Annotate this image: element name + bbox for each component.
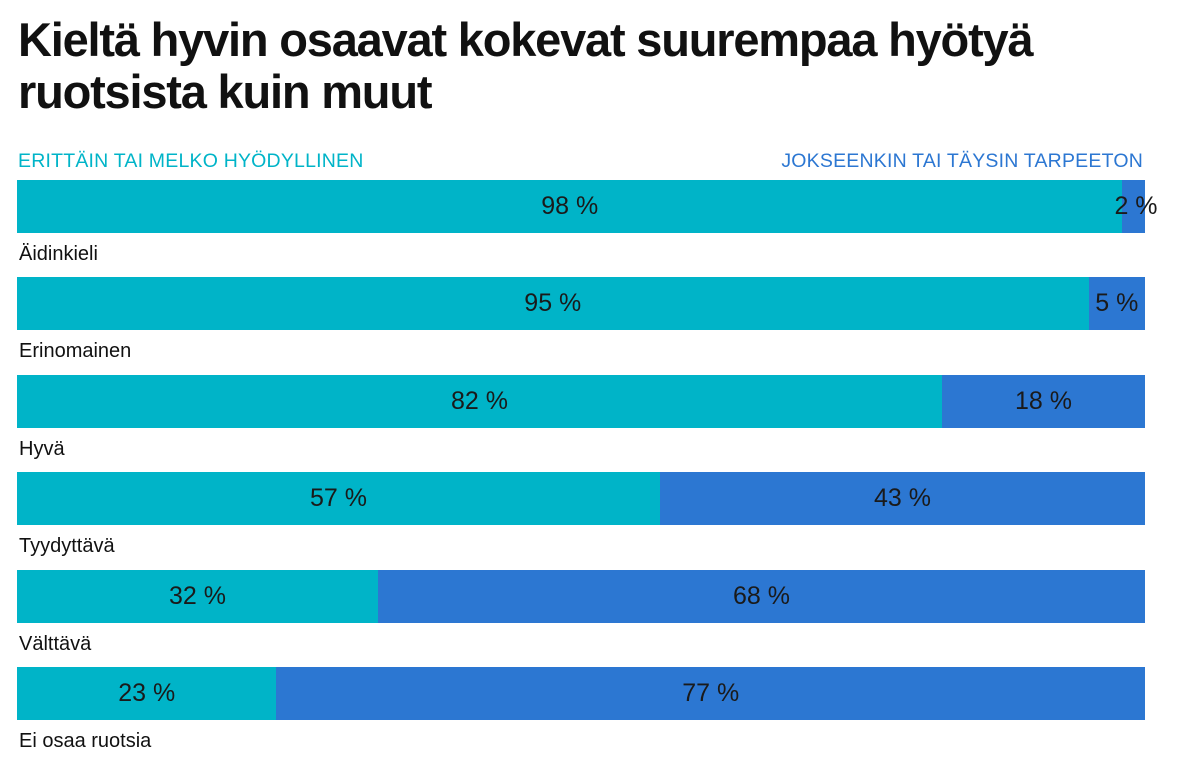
category-label: Välttävä [19, 632, 91, 656]
bar-row: 23 % 77 % [17, 667, 1145, 720]
value-label-useless: 5 % [1095, 277, 1138, 330]
category-label: Ei osaa ruotsia [19, 729, 151, 753]
bar-row: 32 % 68 % [17, 570, 1145, 623]
value-label-useful: 95 % [524, 277, 581, 330]
value-label-useless: 77 % [682, 667, 739, 720]
category-label: Erinomainen [19, 339, 131, 363]
value-label-useful: 98 % [541, 180, 598, 233]
bar-row: 57 % 43 % [17, 472, 1145, 525]
value-label-useless: 2 % [1114, 180, 1157, 233]
category-label: Äidinkieli [19, 242, 98, 266]
value-label-useful: 57 % [310, 472, 367, 525]
category-label: Hyvä [19, 437, 65, 461]
value-label-useless: 18 % [1015, 375, 1072, 428]
bar-row: 98 % 2 % [17, 180, 1145, 233]
value-label-useful: 23 % [118, 667, 175, 720]
bar-row: 82 % 18 % [17, 375, 1145, 428]
value-label-useless: 43 % [874, 472, 931, 525]
value-label-useful: 82 % [451, 375, 508, 428]
bar-row: 95 % 5 % [17, 277, 1145, 330]
value-label-useful: 32 % [169, 570, 226, 623]
category-label: Tyydyttävä [19, 534, 115, 558]
value-label-useless: 68 % [733, 570, 790, 623]
